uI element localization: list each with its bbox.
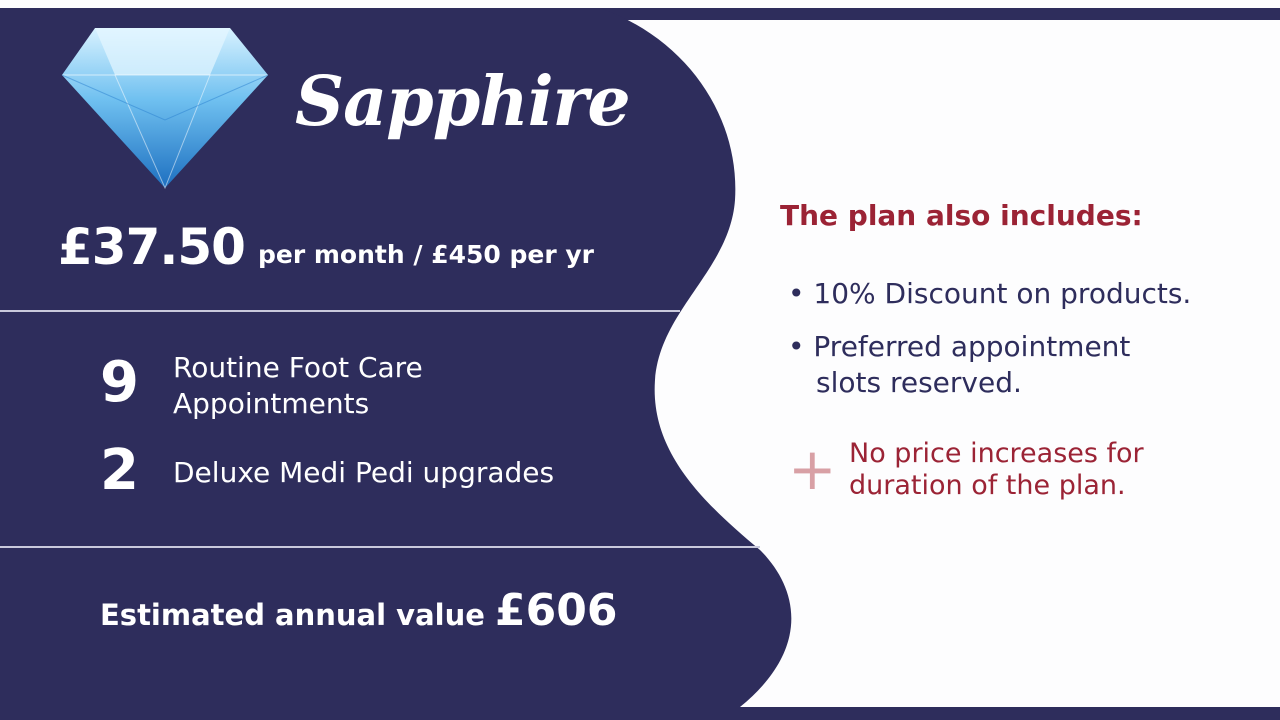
price-freeze-line: No price increases for: [849, 438, 1144, 469]
includes-title: The plan also includes:: [780, 199, 1143, 232]
feature-label: Routine Foot Care Appointments: [173, 350, 423, 422]
include-bullet-line: slots reserved.: [816, 366, 1022, 399]
plus-icon: +: [788, 435, 837, 503]
navy-panel: [0, 8, 792, 707]
feature-label: Deluxe Medi Pedi upgrades: [173, 456, 555, 489]
include-bullet-line: • Preferred appointment: [788, 330, 1131, 363]
price-freeze-note: No price increases for duration of the p…: [849, 438, 1144, 502]
feature-count: 9: [100, 350, 139, 415]
plan-title: Sapphire: [295, 62, 631, 142]
feature-label-line: Appointments: [173, 387, 370, 420]
feature-count: 2: [100, 438, 139, 503]
include-bullet: • Preferred appointment slots reserved.: [788, 329, 1130, 401]
price-freeze-line: duration of the plan.: [849, 470, 1126, 501]
monthly-price: £37.50: [58, 218, 246, 276]
bottom-band: [0, 707, 1280, 720]
annual-value-label: Estimated annual value: [100, 598, 485, 632]
annual-value: Estimated annual value £606: [100, 585, 617, 636]
annual-value-amount: £606: [495, 585, 618, 636]
diamond-icon: [61, 28, 269, 190]
price-detail: per month / £450 per yr: [258, 240, 594, 269]
feature-label-line: Routine Foot Care: [173, 351, 423, 384]
include-bullet: • 10% Discount on products.: [788, 277, 1192, 310]
